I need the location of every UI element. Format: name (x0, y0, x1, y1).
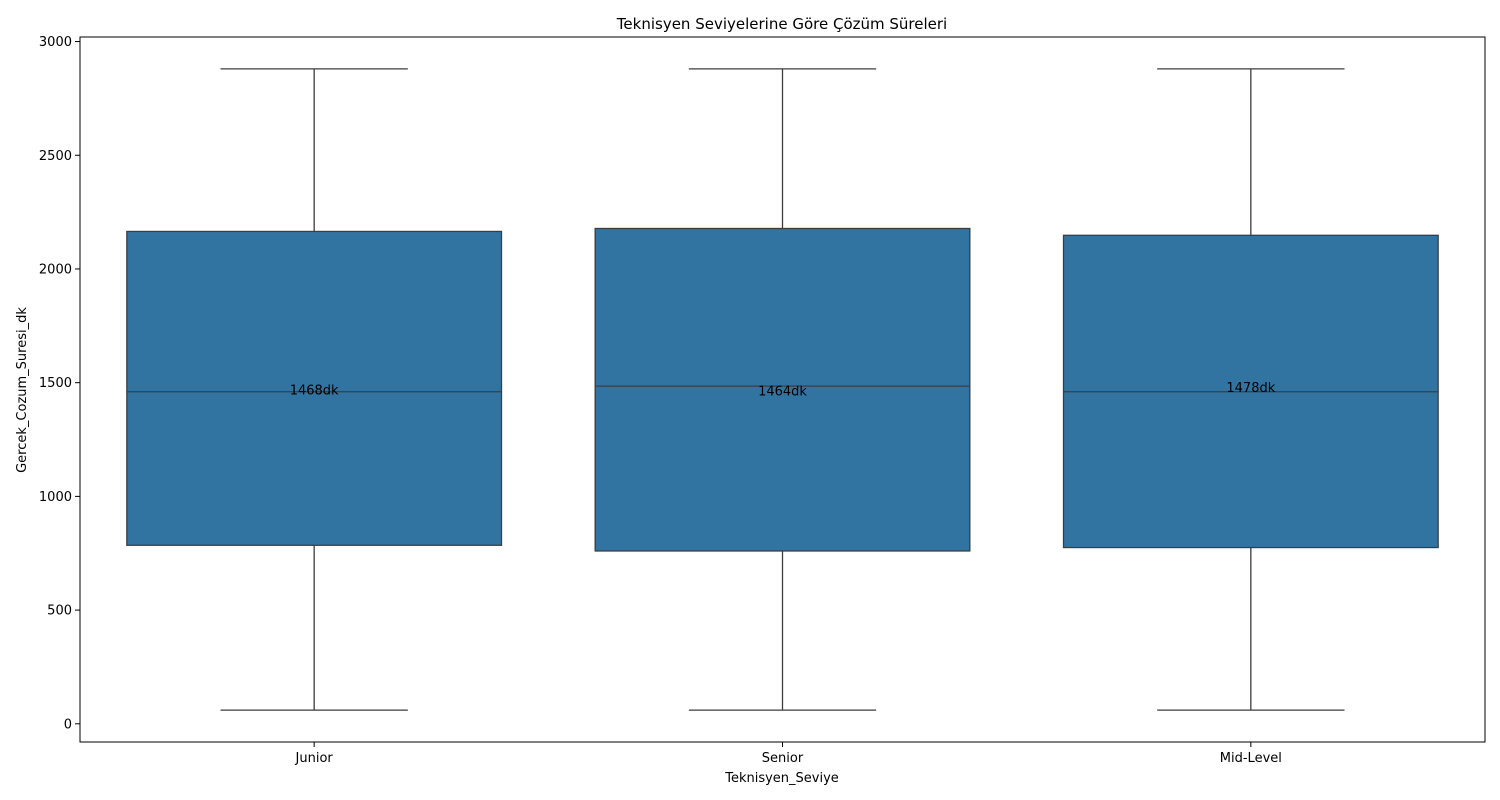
x-tick-label: Mid-Level (1220, 751, 1282, 766)
median-label: 1464dk (758, 384, 807, 399)
y-tick-label: 1000 (39, 490, 72, 505)
y-tick-label: 2500 (39, 149, 72, 164)
y-axis: 0 500 1000 1500 2000 2500 3000 (39, 35, 80, 732)
box-group-senior: 1464dk (594, 68, 971, 711)
box-group-junior: 1468dk (126, 68, 503, 711)
y-tick-label: 2000 (39, 262, 72, 277)
median-label: 1478dk (1226, 381, 1275, 396)
iqr-box (126, 230, 503, 546)
iqr-box (594, 227, 971, 552)
chart-title: Teknisyen Seviyelerine Göre Çözüm Sürele… (616, 15, 947, 33)
boxes: 1468dk 1464dk 1478dk (126, 68, 1439, 711)
y-tick-label: 1500 (39, 376, 72, 391)
median-label: 1468dk (290, 383, 339, 398)
x-axis: Junior Senior Mid-Level (295, 742, 1282, 766)
x-tick-label: Junior (295, 751, 334, 766)
x-tick-label: Senior (762, 751, 804, 766)
y-tick-label: 3000 (39, 35, 72, 50)
x-axis-label: Teknisyen_Seviye (724, 771, 839, 786)
y-axis-label: Gercek_Cozum_Suresi_dk (15, 307, 30, 473)
box-group-mid-level: 1478dk (1062, 68, 1439, 711)
y-tick-label: 0 (64, 717, 72, 732)
plot-area: 0 500 1000 1500 2000 2500 3000 Junior Senior Mid… (39, 35, 1486, 766)
y-tick-label: 500 (47, 604, 72, 619)
